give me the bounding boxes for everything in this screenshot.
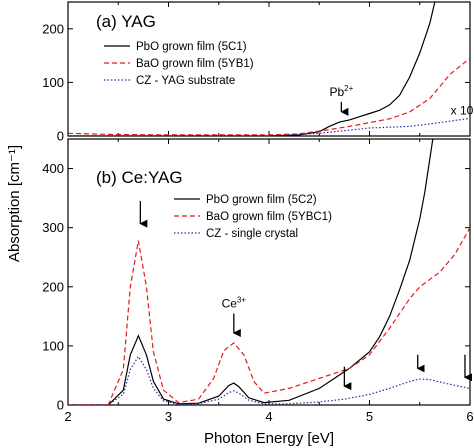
panel-title: (a) YAG (96, 12, 156, 31)
x-tick-label: 6 (466, 409, 473, 424)
x-tick-label: 3 (165, 409, 172, 424)
legend-entry: BaO grown film (5YBC1) (206, 211, 332, 223)
y-tick-label: 0 (57, 129, 64, 144)
x-tick-label: 4 (265, 409, 272, 424)
series-line (68, 227, 470, 405)
annotation-label: Pb2+ (329, 84, 353, 99)
panel-b-plot-area (68, 139, 470, 405)
legend-entry: PbO grown film (5C1) (136, 41, 247, 53)
y-tick-label: 100 (42, 75, 64, 90)
panel-title: (b) Ce:YAG (96, 168, 183, 187)
y-tick-label: 400 (42, 161, 64, 176)
x-tick-label: 5 (366, 409, 373, 424)
y-axis-label: Absorption [cm⁻¹] (6, 145, 23, 262)
y-tick-label: 300 (42, 220, 64, 235)
legend-entry: CZ - YAG substrate (136, 75, 235, 87)
x-axis-label: Photon Energy [eV] (204, 430, 334, 447)
series-line (68, 355, 470, 405)
y-tick-label: 200 (42, 21, 64, 36)
legend-entry: BaO grown film (5YB1) (136, 58, 254, 70)
y-tick-label: 0 (57, 398, 64, 413)
panel-a-plot-area (68, 2, 470, 136)
x-tick-label: 2 (64, 409, 71, 424)
annotation-label: x 10 (451, 104, 474, 118)
y-tick-label: 100 (42, 338, 64, 353)
series-line (68, 57, 470, 136)
y-tick-label: 200 (42, 279, 64, 294)
series-line (68, 139, 434, 405)
series-line (68, 2, 436, 136)
annotation-label: Ce3+ (222, 295, 247, 310)
legend-entry: CZ - single crystal (206, 228, 298, 240)
series-line (68, 117, 470, 136)
legend-entry: PbO grown film (5C2) (206, 194, 317, 206)
